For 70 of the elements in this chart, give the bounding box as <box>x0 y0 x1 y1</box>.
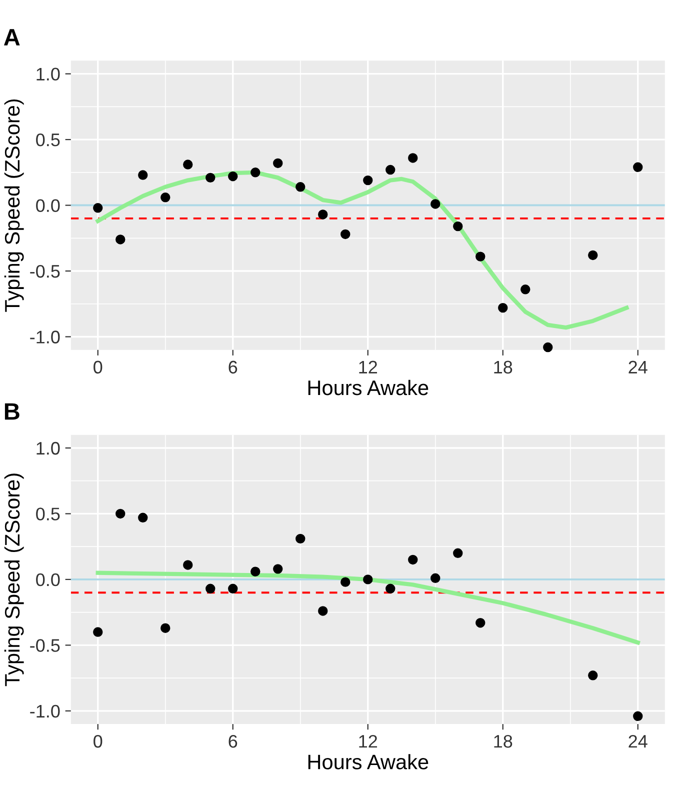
point <box>206 172 216 183</box>
point <box>93 203 103 213</box>
point <box>543 342 553 352</box>
point <box>160 192 170 202</box>
point <box>273 158 283 168</box>
x-tick-label: 12 <box>359 734 378 748</box>
x-tick-label: 0 <box>94 360 102 374</box>
x-axis-title: Hours Awake <box>308 380 428 396</box>
y-axis-title: Typing Speed (ZScore) <box>4 474 24 686</box>
point <box>588 250 598 260</box>
point <box>93 627 103 637</box>
x-tick-label: 24 <box>628 360 648 374</box>
point <box>453 548 463 558</box>
point <box>183 160 193 170</box>
point <box>633 711 643 722</box>
point <box>633 162 643 172</box>
x-tick-label: 18 <box>494 734 512 748</box>
y-tick-label: -0.5 <box>30 264 60 278</box>
point <box>296 534 306 544</box>
line-series <box>96 570 640 645</box>
x-tick-label: 24 <box>628 734 648 748</box>
point <box>116 508 126 519</box>
y-tick-label: 0.5 <box>36 133 60 146</box>
point <box>183 560 193 570</box>
point <box>138 512 148 523</box>
point <box>430 199 440 209</box>
y-tick-label: 0.0 <box>36 199 60 212</box>
chart-title: A <box>4 29 20 46</box>
point <box>250 566 260 576</box>
point <box>386 584 396 594</box>
point <box>476 618 486 628</box>
point <box>476 252 486 262</box>
y-tick-label: -1.0 <box>30 704 60 718</box>
x-tick-label: 0 <box>94 734 102 748</box>
y-tick-label: 1.0 <box>36 442 60 455</box>
y-tick-label: -1.0 <box>30 330 60 344</box>
y-axis-title: Typing Speed (ZScore) <box>4 99 24 312</box>
point <box>453 221 463 232</box>
point <box>498 302 508 313</box>
point <box>206 584 216 594</box>
point <box>520 284 530 294</box>
point <box>408 554 418 565</box>
point <box>318 606 328 616</box>
y-tick-label: -0.5 <box>30 639 60 652</box>
point <box>228 584 238 594</box>
x-axis-title: Hours Awake <box>308 754 428 770</box>
point <box>160 623 170 633</box>
point <box>116 234 126 244</box>
point <box>363 574 373 584</box>
point <box>363 175 373 186</box>
point <box>250 168 260 178</box>
x-tick-label: 12 <box>359 360 378 374</box>
y-tick-label: 0.0 <box>36 573 60 586</box>
y-tick-label: 1.0 <box>36 68 60 81</box>
y-tick-label: 0.5 <box>36 508 60 520</box>
point <box>340 229 350 240</box>
point <box>588 670 598 680</box>
x-tick-label: 18 <box>494 360 512 374</box>
point <box>340 577 350 587</box>
point <box>408 153 418 163</box>
point <box>273 564 283 574</box>
point <box>228 172 238 182</box>
point <box>430 573 440 583</box>
point <box>318 210 328 220</box>
point <box>296 182 306 192</box>
x-tick-label: 6 <box>228 360 238 374</box>
chart-title: B <box>4 403 20 420</box>
x-tick-label: 6 <box>228 734 238 748</box>
point <box>386 164 396 175</box>
point <box>138 170 148 180</box>
